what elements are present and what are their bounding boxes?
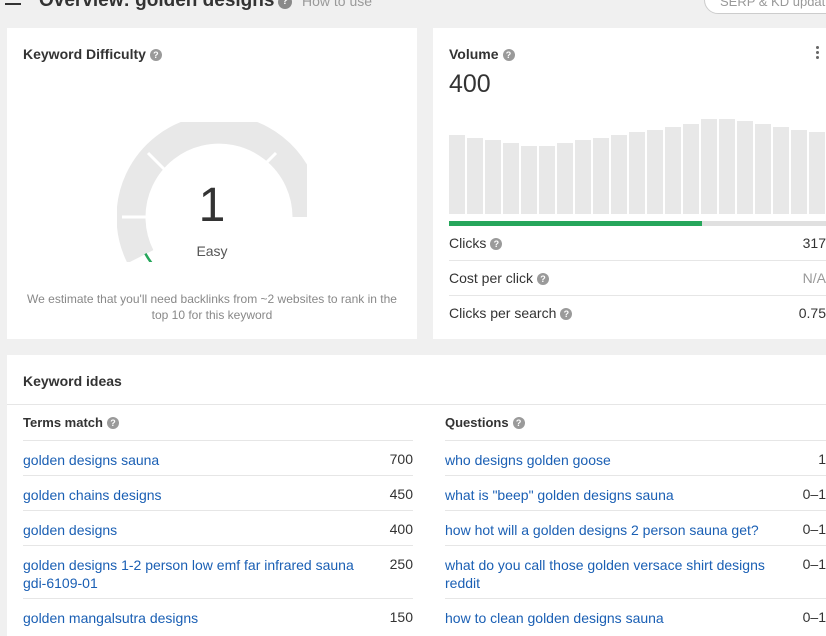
cost-per-click-row: Cost per click? N/A xyxy=(449,261,826,296)
clicks-share-bar xyxy=(449,221,826,226)
page-title: Overview: golden designs xyxy=(39,0,275,11)
top-bar: Overview: golden designs ? How to use SE… xyxy=(0,0,826,16)
keyword-link[interactable]: golden chains designs xyxy=(23,487,162,503)
keyword-volume: 0–1 xyxy=(802,486,826,502)
volume-title: Volume xyxy=(449,46,499,62)
keyword-volume: 0–1 xyxy=(802,521,826,537)
volume-history-bar xyxy=(557,143,573,214)
volume-history-bar xyxy=(611,135,627,214)
questions-heading: Questions? xyxy=(445,415,525,430)
kd-note: We estimate that you'll need backlinks f… xyxy=(27,292,397,322)
list-item: how hot will a golden designs 2 person s… xyxy=(445,510,826,545)
kd-title: Keyword Difficulty xyxy=(23,46,146,62)
clicks-per-search-row: Clicks per search? 0.75 xyxy=(449,296,826,331)
volume-history-bar xyxy=(791,130,807,214)
terms-match-list: golden designs sauna 700 golden chains de… xyxy=(23,440,413,633)
volume-history-bar xyxy=(485,140,501,214)
keyword-link[interactable]: golden designs 1-2 person low emf far in… xyxy=(23,557,354,591)
cpc-value: N/A xyxy=(802,270,826,286)
help-icon[interactable]: ? xyxy=(502,49,515,61)
volume-history-bar xyxy=(449,135,465,214)
keyword-ideas-card: Keyword ideas Terms match? Questions? go… xyxy=(7,355,826,636)
volume-history-bar xyxy=(665,127,681,214)
list-item: golden designs 400 xyxy=(23,510,413,545)
volume-history-bar xyxy=(809,132,825,214)
help-icon[interactable]: ? xyxy=(278,0,292,9)
card-title: Keyword Difficulty? xyxy=(23,46,162,62)
keyword-link[interactable]: golden mangalsutra designs xyxy=(23,610,199,626)
list-item: what is "beep" golden designs sauna 0–1 xyxy=(445,475,826,510)
help-icon[interactable]: ? xyxy=(560,308,573,320)
help-icon[interactable]: ? xyxy=(512,417,525,429)
help-icon[interactable]: ? xyxy=(106,417,119,429)
volume-card: Volume? 400 Clicks? 317 Cost per click? … xyxy=(433,28,826,339)
divider xyxy=(7,404,826,405)
kd-rating-label: Easy xyxy=(196,243,228,259)
row-label: Clicks xyxy=(449,235,487,251)
keyword-link[interactable]: how to clean golden designs sauna xyxy=(445,610,664,626)
keyword-link[interactable]: who designs golden goose xyxy=(445,452,611,468)
difficulty-indicator xyxy=(144,252,153,262)
keyword-volume: 400 xyxy=(389,521,413,537)
keyword-ideas-title: Keyword ideas xyxy=(23,373,122,389)
list-item: golden mangalsutra designs 150 xyxy=(23,598,413,633)
terms-match-heading: Terms match? xyxy=(23,415,119,430)
keyword-link[interactable]: golden designs sauna xyxy=(23,452,160,468)
volume-value: 400 xyxy=(449,70,491,98)
list-item: golden designs sauna 700 xyxy=(23,440,413,475)
volume-history-bar xyxy=(719,119,735,214)
list-item: what do you call those golden versace sh… xyxy=(445,545,826,598)
keyword-link[interactable]: what do you call those golden versace sh… xyxy=(445,557,765,591)
volume-history-chart xyxy=(449,118,826,214)
help-icon[interactable]: ? xyxy=(537,273,550,285)
keyword-volume: 0–1 xyxy=(802,609,826,625)
volume-history-bar xyxy=(647,130,663,214)
volume-history-bar xyxy=(629,132,645,214)
row-label: Cost per click xyxy=(449,270,534,286)
help-icon[interactable]: ? xyxy=(149,49,162,61)
kd-score: 1 xyxy=(198,179,226,232)
volume-history-bar xyxy=(521,146,537,214)
volume-history-bar xyxy=(737,121,753,214)
volume-history-bar xyxy=(701,119,717,214)
help-icon[interactable]: ? xyxy=(490,238,503,250)
volume-history-bar xyxy=(683,124,699,214)
keyword-volume: 250 xyxy=(389,556,413,572)
keyword-link[interactable]: what is "beep" golden designs sauna xyxy=(445,487,674,503)
serp-kd-update-button[interactable]: SERP & KD updat xyxy=(704,0,826,14)
hamburger-menu-icon[interactable] xyxy=(5,0,21,8)
keyword-link[interactable]: golden designs xyxy=(23,522,118,538)
clicks-value: 317 xyxy=(802,235,826,251)
keyword-link[interactable]: how hot will a golden designs 2 person s… xyxy=(445,522,759,538)
clicks-per-search-value: 0.75 xyxy=(798,305,826,321)
row-label: Clicks per search xyxy=(449,305,557,321)
volume-history-bar xyxy=(575,140,591,214)
keyword-volume: 0–1 xyxy=(802,556,826,572)
keyword-difficulty-card: Keyword Difficulty? 1 Easy We estimate t… xyxy=(7,28,417,339)
volume-history-bar xyxy=(755,124,771,214)
keyword-volume: 450 xyxy=(389,486,413,502)
difficulty-gauge xyxy=(117,122,307,262)
how-to-use-link[interactable]: How to use xyxy=(302,0,373,9)
card-title: Volume? xyxy=(449,46,515,62)
list-item: who designs golden goose 1 xyxy=(445,440,826,475)
volume-history-bar xyxy=(773,127,789,214)
volume-history-bar xyxy=(593,138,609,214)
volume-history-bar xyxy=(503,143,519,214)
clicks-share-fill xyxy=(449,221,702,226)
volume-history-bar xyxy=(539,146,555,214)
keyword-volume: 700 xyxy=(389,451,413,467)
clicks-row: Clicks? 317 xyxy=(449,226,826,261)
list-item: golden chains designs 450 xyxy=(23,475,413,510)
column-heading: Questions xyxy=(445,415,509,430)
column-heading: Terms match xyxy=(23,415,103,430)
keyword-volume: 1 xyxy=(818,451,826,467)
list-item: how to clean golden designs sauna 0–1 xyxy=(445,598,826,633)
questions-list: who designs golden goose 1 what is "beep"… xyxy=(445,440,826,633)
keyword-volume: 150 xyxy=(389,609,413,625)
more-options-icon[interactable] xyxy=(816,46,820,60)
list-item: golden designs 1-2 person low emf far in… xyxy=(23,545,413,598)
volume-history-bar xyxy=(467,138,483,214)
